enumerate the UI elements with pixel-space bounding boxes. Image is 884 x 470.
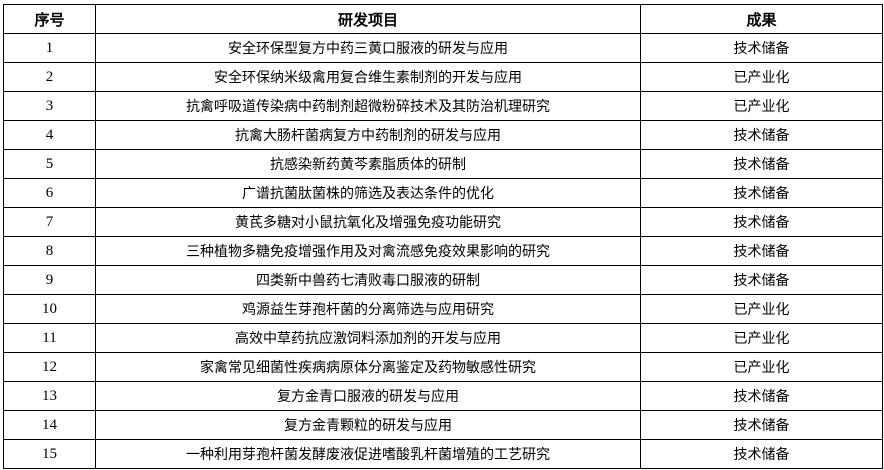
row-result: 技术储备	[640, 265, 883, 295]
table-row: 1 安全环保型复方中药三黄口服液的研发与应用 技术储备	[3, 33, 883, 63]
row-index: 14	[3, 410, 96, 440]
row-index: 4	[3, 120, 96, 150]
row-project: 抗禽呼吸道传染病中药制剂超微粉碎技术及其防治机理研究	[95, 91, 641, 121]
table-row: 7 黄芪多糖对小鼠抗氧化及增强免疫功能研究 技术储备	[3, 207, 883, 237]
table-row: 15 一种利用芽孢杆菌发酵废液促进嗜酸乳杆菌增殖的工艺研究 技术储备	[3, 439, 883, 469]
row-project: 复方金青口服液的研发与应用	[95, 381, 641, 411]
row-index: 2	[3, 62, 96, 92]
row-result: 技术储备	[640, 178, 883, 208]
table-row: 6 广谱抗菌肽菌株的筛选及表达条件的优化 技术储备	[3, 178, 883, 208]
row-index: 12	[3, 352, 96, 382]
row-project: 安全环保纳米级禽用复合维生素制剂的开发与应用	[95, 62, 641, 92]
row-index: 10	[3, 294, 96, 324]
row-project: 鸡源益生芽孢杆菌的分离筛选与应用研究	[95, 294, 641, 324]
table-row: 14 复方金青颗粒的研发与应用 技术储备	[3, 410, 883, 440]
row-project: 复方金青颗粒的研发与应用	[95, 410, 641, 440]
row-result: 技术储备	[640, 410, 883, 440]
row-result: 已产业化	[640, 62, 883, 92]
row-project: 家禽常见细菌性疾病病原体分离鉴定及药物敏感性研究	[95, 352, 641, 382]
header-result: 成果	[640, 4, 883, 34]
header-project: 研发项目	[95, 4, 641, 34]
table-row: 2 安全环保纳米级禽用复合维生素制剂的开发与应用 已产业化	[3, 62, 883, 92]
row-result: 技术储备	[640, 439, 883, 469]
row-result: 已产业化	[640, 294, 883, 324]
row-index: 1	[3, 33, 96, 63]
row-result: 技术储备	[640, 381, 883, 411]
row-index: 13	[3, 381, 96, 411]
table-row: 4 抗禽大肠杆菌病复方中药制剂的研发与应用 技术储备	[3, 120, 883, 150]
table-row: 9 四类新中兽药七清败毒口服液的研制 技术储备	[3, 265, 883, 295]
table-row: 8 三种植物多糖免疫增强作用及对禽流感免疫效果影响的研究 技术储备	[3, 236, 883, 266]
row-project: 抗禽大肠杆菌病复方中药制剂的研发与应用	[95, 120, 641, 150]
row-index: 8	[3, 236, 96, 266]
header-index: 序号	[3, 4, 96, 34]
row-project: 一种利用芽孢杆菌发酵废液促进嗜酸乳杆菌增殖的工艺研究	[95, 439, 641, 469]
table-row: 12 家禽常见细菌性疾病病原体分离鉴定及药物敏感性研究 已产业化	[3, 352, 883, 382]
row-index: 6	[3, 178, 96, 208]
row-result: 技术储备	[640, 120, 883, 150]
table-row: 3 抗禽呼吸道传染病中药制剂超微粉碎技术及其防治机理研究 已产业化	[3, 91, 883, 121]
table-row: 11 高效中草药抗应激饲料添加剂的开发与应用 已产业化	[3, 323, 883, 353]
row-result: 已产业化	[640, 323, 883, 353]
table-row: 13 复方金青口服液的研发与应用 技术储备	[3, 381, 883, 411]
row-project: 安全环保型复方中药三黄口服液的研发与应用	[95, 33, 641, 63]
row-result: 技术储备	[640, 149, 883, 179]
row-project: 黄芪多糖对小鼠抗氧化及增强免疫功能研究	[95, 207, 641, 237]
table-row: 5 抗感染新药黄芩素脂质体的研制 技术储备	[3, 149, 883, 179]
row-result: 技术储备	[640, 207, 883, 237]
row-project: 三种植物多糖免疫增强作用及对禽流感免疫效果影响的研究	[95, 236, 641, 266]
table-row: 10 鸡源益生芽孢杆菌的分离筛选与应用研究 已产业化	[3, 294, 883, 324]
row-result: 技术储备	[640, 33, 883, 63]
row-index: 11	[3, 323, 96, 353]
row-index: 7	[3, 207, 96, 237]
row-index: 9	[3, 265, 96, 295]
row-project: 四类新中兽药七清败毒口服液的研制	[95, 265, 641, 295]
header-row: 序号 研发项目 成果	[3, 4, 883, 34]
row-index: 3	[3, 91, 96, 121]
row-result: 已产业化	[640, 91, 883, 121]
row-project: 抗感染新药黄芩素脂质体的研制	[95, 149, 641, 179]
row-result: 技术储备	[640, 236, 883, 266]
row-index: 15	[3, 439, 96, 469]
row-index: 5	[3, 149, 96, 179]
row-result: 已产业化	[640, 352, 883, 382]
row-project: 广谱抗菌肽菌株的筛选及表达条件的优化	[95, 178, 641, 208]
rd-projects-table: 序号 研发项目 成果 1 安全环保型复方中药三黄口服液的研发与应用 技术储备 2 安全环…	[3, 4, 883, 469]
row-project: 高效中草药抗应激饲料添加剂的开发与应用	[95, 323, 641, 353]
